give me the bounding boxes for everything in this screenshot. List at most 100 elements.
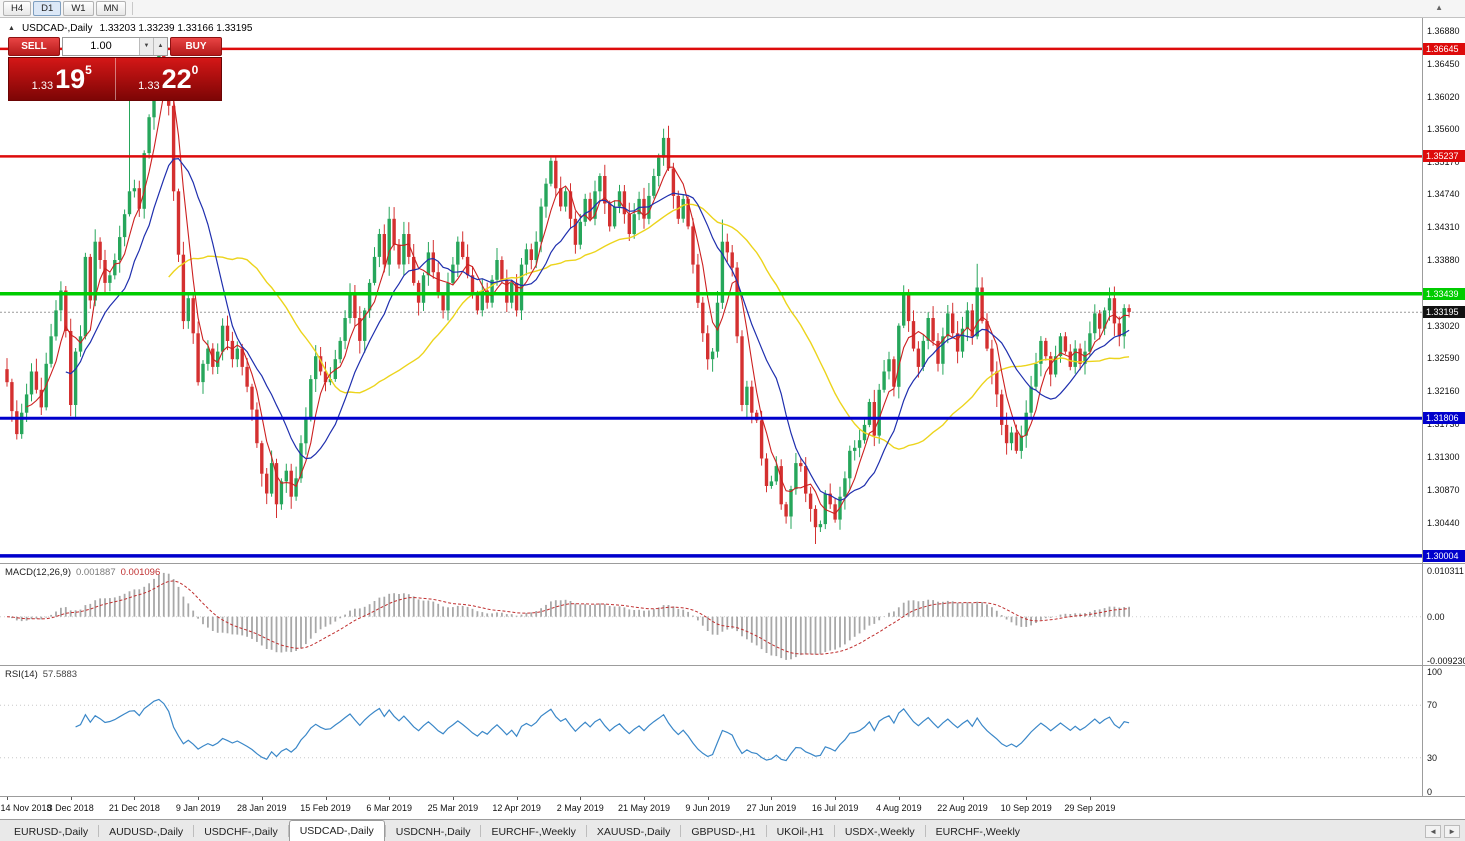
date-tick xyxy=(771,797,773,800)
tab-separator xyxy=(765,825,767,837)
chart-tab-ukoil[interactable]: UKOil-,H1 xyxy=(776,826,824,838)
candle-body xyxy=(216,351,220,367)
bid-ask-display: 1.33 19 5 1.33 22 0 xyxy=(8,57,222,101)
candle-body xyxy=(328,379,333,383)
chart-tab-gbpusd[interactable]: GBPUSD-,H1 xyxy=(691,826,756,838)
candle-body xyxy=(882,371,886,390)
tab-scroll-left-icon[interactable]: ◄ xyxy=(1425,825,1442,838)
candle-body xyxy=(363,310,367,341)
time-axis[interactable]: 14 Nov 2018 3 Dec 2018 21 Dec 2018 9 Jan 20… xyxy=(0,797,1422,819)
chart-tab-usdx[interactable]: USDX-,Weekly xyxy=(844,826,915,838)
tab-scroll-right-icon[interactable]: ► xyxy=(1444,825,1460,838)
candle-body xyxy=(108,275,112,283)
candle-body xyxy=(1024,412,1028,436)
candle-body xyxy=(691,226,695,265)
date-label: 29 Sep 2019 xyxy=(1064,803,1116,813)
candle-body xyxy=(681,198,685,219)
candle-body xyxy=(367,282,372,311)
candle-body xyxy=(740,336,744,405)
price-scale[interactable]: 1.36880 1.36450 1.36020 1.35600 1.35170 1.347… xyxy=(1423,18,1465,797)
candle-body xyxy=(1058,336,1063,357)
candle-body xyxy=(1117,323,1121,337)
candle-body xyxy=(505,279,509,303)
date-label: 25 Mar 2019 xyxy=(427,803,479,813)
candle-body xyxy=(83,256,88,337)
date-tick xyxy=(516,797,518,800)
candle-body xyxy=(1073,348,1077,367)
timeframe-w1-button[interactable]: W1 xyxy=(63,1,94,16)
macd-scale-tick: -0.009230 xyxy=(1427,656,1465,666)
candle-body xyxy=(206,348,210,364)
timeframe-mn-button[interactable]: MN xyxy=(95,1,127,16)
candle-body xyxy=(926,318,930,341)
candle-body xyxy=(392,218,396,245)
chart-tab-eurchf[interactable]: EURCHF-,Weekly xyxy=(491,826,576,838)
candle-body xyxy=(269,463,274,494)
chart-tab-usdcad[interactable]: USDCAD-,Daily xyxy=(288,820,385,841)
price-tick: 1.35170 xyxy=(1427,157,1460,167)
candle-body xyxy=(402,234,406,265)
timeframe-h4-button[interactable]: H4 xyxy=(3,1,32,16)
candle-body xyxy=(985,321,989,349)
price-tick: 1.33880 xyxy=(1427,255,1460,265)
date-label: 10 Sep 2019 xyxy=(1000,803,1052,813)
moving-average-13 xyxy=(65,157,1130,502)
panel-separator[interactable] xyxy=(0,665,1465,666)
toolbar-scroll-up-icon[interactable]: ▲ xyxy=(1435,3,1443,12)
tab-separator xyxy=(585,825,587,837)
level-price-badge: 1.35237 xyxy=(1423,150,1465,162)
candle-body xyxy=(64,290,68,331)
chart-tab-usdchf[interactable]: USDCHF-,Daily xyxy=(204,826,278,838)
candle-body xyxy=(652,176,656,196)
candle-body xyxy=(1127,308,1131,312)
price-chart-canvas[interactable] xyxy=(0,18,1422,564)
one-click-toggle-icon[interactable]: ▲ xyxy=(8,25,15,32)
buy-button[interactable]: BUY xyxy=(170,37,222,56)
candle-body xyxy=(118,237,122,260)
candle-body xyxy=(480,290,484,311)
candle-body xyxy=(343,318,347,341)
moving-average-5 xyxy=(26,83,1130,515)
chart-tab-eurusd[interactable]: EURUSD-,Daily xyxy=(14,826,89,838)
volume-value[interactable]: 1.00 xyxy=(90,40,112,52)
candle-body xyxy=(583,198,587,222)
sell-button[interactable]: SELL xyxy=(8,37,60,56)
volume-field[interactable]: 1.00 ▼ ▲ xyxy=(62,37,168,56)
price-tick: 1.31300 xyxy=(1427,452,1460,462)
candle-body xyxy=(397,244,401,265)
chart-tab-xauusd[interactable]: XAUUSD-,Daily xyxy=(596,826,671,838)
chart-tab-audusd[interactable]: AUDUSD-,Daily xyxy=(109,826,184,838)
candle-body xyxy=(470,275,475,296)
panel-separator[interactable] xyxy=(0,563,1465,564)
candle-body xyxy=(69,331,73,405)
candle-body xyxy=(975,287,979,337)
ask-price[interactable]: 1.33 22 0 xyxy=(116,58,222,100)
candle-body xyxy=(524,249,529,265)
candle-body xyxy=(563,191,568,207)
candle-body xyxy=(465,256,470,276)
candle-body xyxy=(186,298,190,322)
candle-body xyxy=(848,450,852,479)
candle-body xyxy=(49,336,53,364)
candle-body xyxy=(5,369,9,383)
price-tick: 1.32590 xyxy=(1427,353,1460,363)
candle-body xyxy=(338,340,342,360)
bid-price[interactable]: 1.33 19 5 xyxy=(9,58,116,100)
candle-body xyxy=(686,198,690,227)
candle-body xyxy=(201,363,205,383)
candle-body xyxy=(1068,351,1072,367)
timeframe-d1-button[interactable]: D1 xyxy=(33,1,62,16)
candle-body xyxy=(818,524,823,528)
volume-decrease-icon[interactable]: ▼ xyxy=(139,38,153,55)
tab-scroll-arrows: ◄ ► xyxy=(1425,825,1465,838)
rsi-scale-tick: 30 xyxy=(1427,753,1438,763)
candle-body xyxy=(196,333,200,383)
rsi-indicator-canvas[interactable] xyxy=(0,666,1422,797)
date-label: 9 Jan 2019 xyxy=(175,803,221,813)
candle-body xyxy=(1009,432,1014,444)
chart-tab-usdcnh[interactable]: USDCNH-,Daily xyxy=(395,826,471,838)
chart-tab-eurchf[interactable]: EURCHF-,Weekly xyxy=(935,826,1021,838)
candle-body xyxy=(1053,356,1058,375)
macd-indicator-canvas[interactable] xyxy=(0,564,1422,666)
volume-increase-icon[interactable]: ▲ xyxy=(153,38,167,55)
